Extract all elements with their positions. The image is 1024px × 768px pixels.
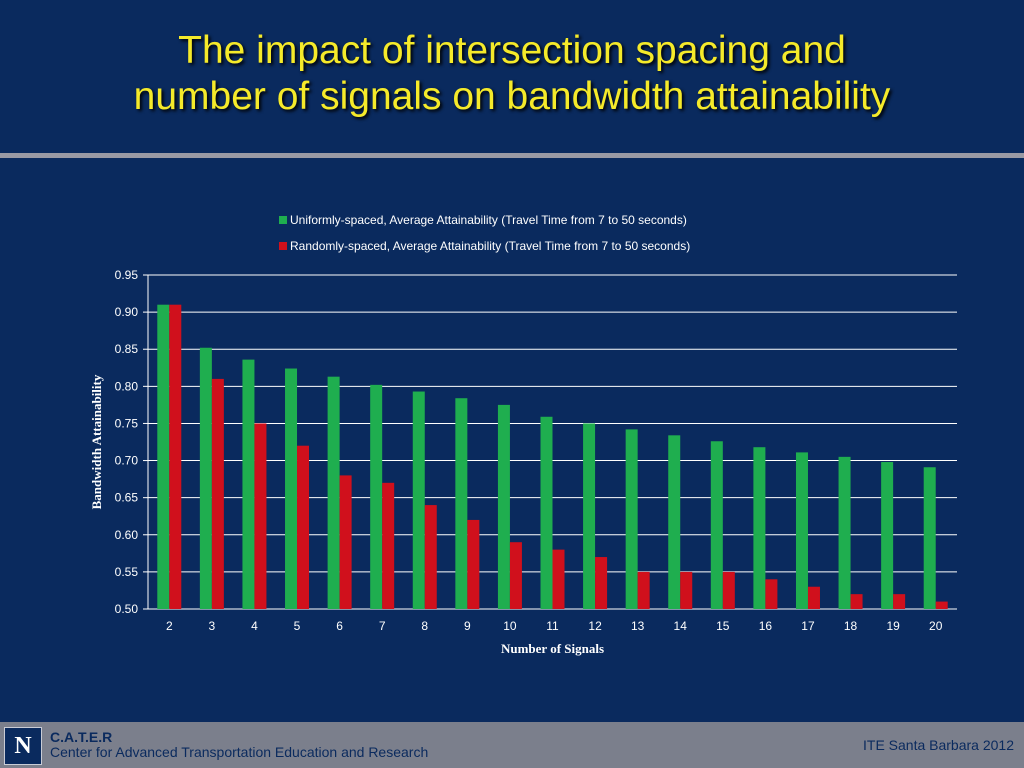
org-full-name: Center for Advanced Transportation Educa…	[50, 744, 429, 760]
x-tick-label: 3	[209, 619, 216, 633]
slide-title-line1: The impact of intersection spacing and	[178, 29, 846, 72]
x-tick-label: 8	[421, 619, 428, 633]
org-acronym: C.A.T.E.R	[50, 729, 113, 745]
bandwidth-bar-chart: 0.50 0.55 0.60 0.65 0.70 0.75 0.80 0.85 0.90 0.95…	[89, 213, 957, 656]
bar-random	[382, 482, 395, 609]
bar-uniform	[540, 416, 553, 609]
bar-uniform	[370, 384, 383, 609]
y-tick-label: 0.80	[115, 379, 139, 393]
bar-uniform	[625, 429, 638, 609]
x-tick-label: 7	[379, 619, 386, 633]
bar-uniform	[668, 435, 681, 609]
y-tick-label: 0.60	[115, 528, 139, 542]
bar-random	[935, 601, 948, 609]
slide-title: The impact of intersection spacing and n…	[0, 28, 1024, 120]
bar-random	[637, 571, 650, 609]
bar-random	[552, 549, 565, 609]
legend-label-uniform: Uniformly-spaced, Average Attainability …	[290, 213, 687, 227]
x-tick-label: 2	[166, 619, 173, 633]
bar-uniform	[455, 398, 468, 609]
x-tick-label: 14	[674, 619, 688, 633]
bar-uniform	[497, 404, 510, 609]
bar-random	[169, 304, 182, 609]
x-tick-label: 6	[336, 619, 343, 633]
bar-uniform	[285, 368, 298, 609]
x-tick-label: 5	[294, 619, 301, 633]
x-tick-label: 11	[546, 619, 559, 633]
y-tick-label: 0.65	[115, 491, 139, 505]
bar-random	[339, 475, 352, 609]
legend-swatch-uniform	[279, 216, 287, 224]
bar-random	[807, 586, 820, 609]
x-axis-title: Number of Signals	[501, 641, 604, 656]
legend-label-random: Randomly-spaced, Average Attainability (…	[290, 239, 690, 253]
legend-swatch-random	[279, 242, 287, 250]
y-tick-label: 0.50	[115, 602, 139, 616]
bar-uniform	[838, 456, 851, 609]
y-axis-title: Bandwidth Attainability	[89, 374, 104, 509]
slide-title-line2: number of signals on bandwidth attainabi…	[133, 75, 891, 118]
x-tick-label: 4	[251, 619, 258, 633]
y-tick-label: 0.95	[115, 268, 139, 282]
bar-random	[893, 594, 906, 609]
university-logo: N	[4, 727, 42, 765]
bar-random	[765, 579, 778, 609]
bar-random	[850, 594, 863, 609]
bar-random	[297, 445, 310, 609]
bar-uniform	[157, 304, 170, 609]
bar-uniform	[881, 462, 894, 609]
bar-uniform	[710, 441, 723, 609]
x-tick-label: 13	[631, 619, 645, 633]
y-tick-label: 0.85	[115, 342, 139, 356]
bar-uniform	[199, 347, 212, 609]
bar-random	[254, 423, 267, 609]
bar-random	[424, 505, 437, 609]
bar-random	[509, 542, 522, 609]
bar-uniform	[753, 447, 766, 609]
bar-random	[680, 571, 693, 609]
x-tick-label: 20	[929, 619, 943, 633]
bar-uniform	[327, 376, 340, 609]
title-divider	[0, 153, 1024, 158]
x-tick-label: 12	[588, 619, 602, 633]
x-tick-label: 9	[464, 619, 471, 633]
x-tick-label: 17	[801, 619, 815, 633]
x-tick-label: 18	[844, 619, 858, 633]
bar-uniform	[583, 423, 596, 609]
bar-random	[722, 571, 735, 609]
bar-uniform	[923, 467, 936, 609]
bar-uniform	[242, 359, 255, 609]
x-tick-label: 15	[716, 619, 730, 633]
bar-uniform	[795, 452, 808, 609]
bar-random	[467, 519, 480, 609]
bar-random	[595, 557, 608, 609]
y-tick-label: 0.70	[115, 454, 139, 468]
y-tick-label: 0.90	[115, 305, 139, 319]
x-tick-label: 10	[503, 619, 517, 633]
x-tick-label: 16	[759, 619, 773, 633]
bar-random	[211, 378, 224, 609]
bar-uniform	[412, 391, 425, 609]
y-tick-label: 0.55	[115, 565, 139, 579]
footer-bar: N C.A.T.E.R Center for Advanced Transpor…	[0, 722, 1024, 768]
event-label: ITE Santa Barbara 2012	[863, 737, 1014, 753]
x-tick-label: 19	[886, 619, 900, 633]
y-tick-label: 0.75	[115, 416, 139, 430]
